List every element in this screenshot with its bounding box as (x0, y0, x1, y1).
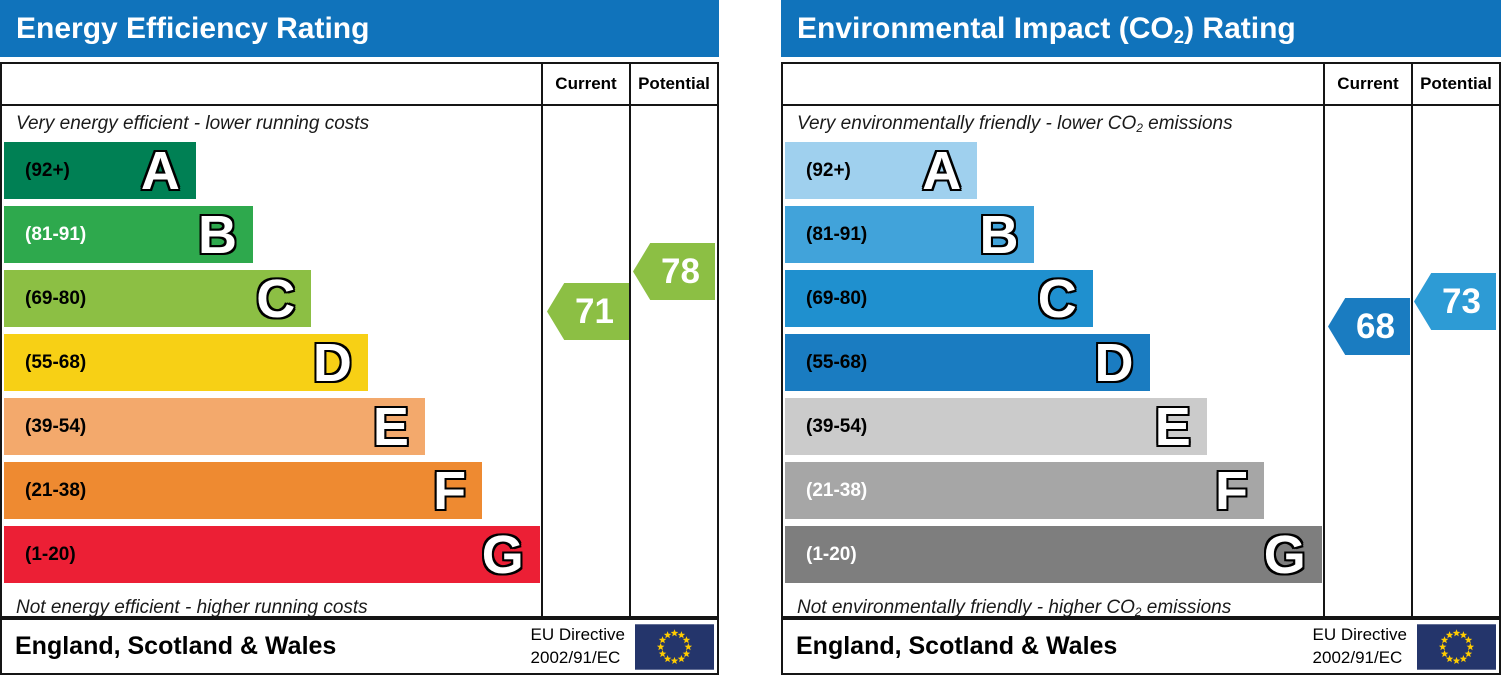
chart-footer: England, Scotland & Wales EU Directive 2… (0, 618, 719, 675)
band-scale: Very energy efficient - lower running co… (2, 106, 541, 616)
top-note: Very energy efficient - lower running co… (16, 113, 370, 134)
table-header-row: Current Potential (783, 64, 1499, 106)
table-body: Very environmentally friendly - lower CO… (783, 106, 1499, 616)
band-grade: B (979, 204, 1019, 265)
band-grade: D (1094, 332, 1134, 393)
band-grade: F (433, 460, 467, 521)
band-range: (1-20) (806, 543, 857, 565)
band-g: (1-20) G (4, 526, 540, 583)
band-grade: G (1263, 524, 1306, 585)
band-range: (92+) (25, 159, 70, 181)
environmental-impact-rating-chart: Environmental Impact (CO2) Rating Curren… (781, 0, 1501, 675)
bottom-note: Not energy efficient - higher running co… (16, 597, 368, 616)
band-grade: C (256, 268, 296, 329)
band-grade: E (1154, 396, 1191, 457)
band-grade: B (198, 204, 238, 265)
band-range: (21-38) (806, 479, 868, 501)
potential-column-header: Potential (629, 64, 717, 104)
chart-title-bar: Energy Efficiency Rating (0, 0, 719, 57)
band-scale: Very environmentally friendly - lower CO… (783, 106, 1323, 616)
potential-rating-arrow: 73 (1414, 273, 1496, 330)
band-c: (69-80) C (785, 270, 1093, 327)
potential-rating-value: 73 (1442, 281, 1481, 321)
potential-column (1411, 106, 1499, 616)
band-grade: E (372, 396, 409, 457)
current-column-header: Current (1323, 64, 1411, 104)
table-header-row: Current Potential (2, 64, 717, 106)
current-rating-arrow: 71 (547, 283, 629, 340)
potential-rating-value: 78 (661, 251, 700, 291)
potential-rating-arrow: 78 (633, 243, 715, 300)
header-spacer (2, 64, 541, 104)
band-a: (92+) A (4, 142, 196, 199)
eu-flag-icon (635, 623, 714, 670)
current-column (541, 106, 629, 616)
chart-title-bar: Environmental Impact (CO2) Rating (781, 0, 1501, 57)
band-grade: G (481, 524, 524, 585)
current-rating-value: 71 (575, 291, 614, 331)
top-note: Very environmentally friendly - lower CO… (797, 113, 1233, 136)
band-range: (1-20) (25, 543, 76, 565)
band-range: (39-54) (25, 415, 87, 437)
band-range: (92+) (806, 159, 851, 181)
bottom-note: Not environmentally friendly - higher CO… (797, 597, 1232, 616)
eu-directive-label: EU Directive 2002/91/EC (1312, 625, 1407, 667)
band-f: (21-38) F (785, 462, 1264, 519)
band-e: (39-54) E (785, 398, 1207, 455)
band-g: (1-20) G (785, 526, 1322, 583)
band-c: (69-80) C (4, 268, 312, 329)
table-body: Very energy efficient - lower running co… (2, 106, 717, 616)
band-grade: A (922, 140, 962, 201)
band-d: (55-68) D (4, 334, 368, 391)
current-rating-arrow: 68 (1328, 298, 1410, 355)
band-a: (92+) A (785, 140, 978, 201)
current-rating-value: 68 (1356, 306, 1395, 346)
header-spacer (783, 64, 1323, 104)
chart-title: Energy Efficiency Rating (16, 11, 370, 45)
current-column-header: Current (541, 64, 629, 104)
potential-column-header: Potential (1411, 64, 1499, 104)
band-grade: A (140, 140, 180, 201)
chart-footer: England, Scotland & Wales EU Directive 2… (781, 618, 1501, 675)
band-range: (69-80) (25, 287, 87, 309)
band-range: (39-54) (806, 415, 868, 437)
band-range: (55-68) (806, 351, 868, 373)
eu-flag-icon (1417, 623, 1496, 670)
region-label: England, Scotland & Wales (796, 632, 1118, 660)
current-column (1323, 106, 1411, 616)
band-f: (21-38) F (4, 460, 483, 521)
rating-table: Current Potential Very energy efficient … (0, 62, 719, 618)
band-e: (39-54) E (4, 398, 425, 455)
band-range: (21-38) (25, 479, 87, 501)
band-b: (81-91) B (4, 204, 254, 265)
band-grade: D (312, 332, 352, 393)
chart-title: Environmental Impact (CO2) Rating (797, 11, 1296, 47)
band-range: (55-68) (25, 351, 87, 373)
band-grade: C (1037, 268, 1077, 329)
band-range: (81-91) (806, 223, 868, 245)
rating-table: Current Potential Very environmentally f… (781, 62, 1501, 618)
potential-column (629, 106, 717, 616)
energy-efficiency-rating-chart: Energy Efficiency Rating Current Potenti… (0, 0, 719, 675)
band-d: (55-68) D (785, 334, 1150, 391)
band-range: (81-91) (25, 223, 87, 245)
band-b: (81-91) B (785, 204, 1035, 265)
eu-directive-label: EU Directive 2002/91/EC (530, 625, 625, 667)
region-label: England, Scotland & Wales (15, 632, 337, 660)
band-range: (69-80) (806, 287, 868, 309)
band-grade: F (1214, 460, 1248, 521)
